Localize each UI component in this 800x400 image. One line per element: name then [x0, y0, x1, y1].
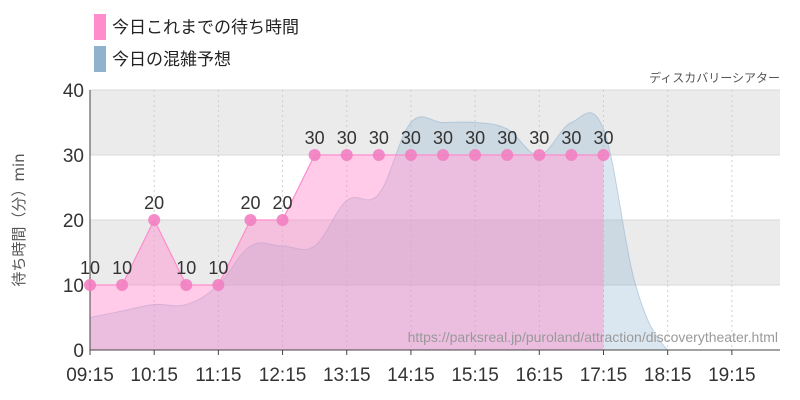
- data-label: 30: [593, 128, 613, 148]
- y-tick-label: 10: [63, 276, 84, 297]
- y-tick-label: 30: [63, 146, 84, 167]
- actual-area: [90, 155, 604, 350]
- data-point: [148, 214, 161, 226]
- data-point: [340, 149, 353, 161]
- data-point: [116, 279, 129, 291]
- x-tick-label: 15:15: [451, 365, 499, 386]
- data-label: 30: [529, 128, 549, 148]
- grid-band: [90, 90, 780, 155]
- axes: [89, 90, 780, 351]
- legend-swatch-actual: [94, 14, 106, 40]
- x-tick-label: 14:15: [387, 365, 435, 386]
- x-tick-label: 09:15: [66, 365, 114, 386]
- axis-ticks: 0 10 20 30 40 09:15 10:15 11:15 12:15 13:15 14:15 1…: [63, 81, 756, 386]
- data-label: 10: [208, 258, 228, 278]
- grid-band: [90, 155, 780, 220]
- data-label: 30: [561, 128, 581, 148]
- y-tick-label: 20: [63, 211, 84, 232]
- series-areas: [89, 112, 780, 351]
- data-label: 20: [144, 193, 164, 213]
- data-label: 30: [497, 128, 517, 148]
- source-url: https://parksreal.jp/puroland/attraction…: [408, 329, 778, 345]
- data-label: 20: [240, 193, 260, 213]
- data-label: 20: [273, 193, 293, 213]
- x-tick-label: 12:15: [259, 365, 307, 386]
- data-point: [244, 214, 257, 226]
- data-label: 30: [305, 128, 325, 148]
- legend-swatch-forecast: [94, 46, 106, 72]
- x-tick-label: 18:15: [644, 365, 692, 386]
- data-point: [180, 279, 193, 291]
- x-tick-label: 17:15: [580, 365, 628, 386]
- data-point: [597, 149, 610, 161]
- x-tick-label: 19:15: [708, 365, 756, 386]
- y-tick-label: 0: [73, 341, 84, 362]
- data-point: [308, 149, 321, 161]
- data-label: 10: [176, 258, 196, 278]
- data-points: 10 10 20 10 10 20 20 30 30 30 30 30 30 30 30 30 30: [80, 128, 614, 291]
- data-label: 10: [80, 258, 100, 278]
- data-label: 30: [433, 128, 453, 148]
- data-label: 30: [369, 128, 389, 148]
- data-label: 30: [337, 128, 357, 148]
- x-tick-label: 10:15: [130, 365, 178, 386]
- x-tick-label: 16:15: [516, 365, 564, 386]
- data-point: [469, 149, 482, 161]
- data-label: 30: [465, 128, 485, 148]
- legend-label-actual: 今日これまでの待ち時間: [112, 18, 299, 38]
- x-tick-label: 11:15: [195, 365, 241, 386]
- forecast-area: [90, 112, 780, 350]
- data-point: [372, 149, 385, 161]
- attraction-name: ディスカバリーシアター: [649, 70, 780, 85]
- y-axis-label: 待ち時間（分）min: [10, 153, 28, 286]
- y-tick-label: 40: [63, 81, 84, 102]
- legend: 今日これまでの待ち時間 今日の混雑予想: [94, 14, 299, 72]
- data-label: 10: [112, 258, 132, 278]
- data-point: [533, 149, 546, 161]
- x-tick-label: 13:15: [323, 365, 371, 386]
- data-point: [276, 214, 289, 226]
- grid-bands: [90, 90, 780, 350]
- legend-label-forecast: 今日の混雑予想: [112, 50, 231, 70]
- data-point: [437, 149, 450, 161]
- data-point: [84, 279, 96, 291]
- data-point: [212, 279, 225, 291]
- data-label: 30: [401, 128, 421, 148]
- data-point: [404, 149, 417, 161]
- data-point: [565, 149, 578, 161]
- data-point: [501, 149, 514, 161]
- grid-band: [90, 220, 780, 285]
